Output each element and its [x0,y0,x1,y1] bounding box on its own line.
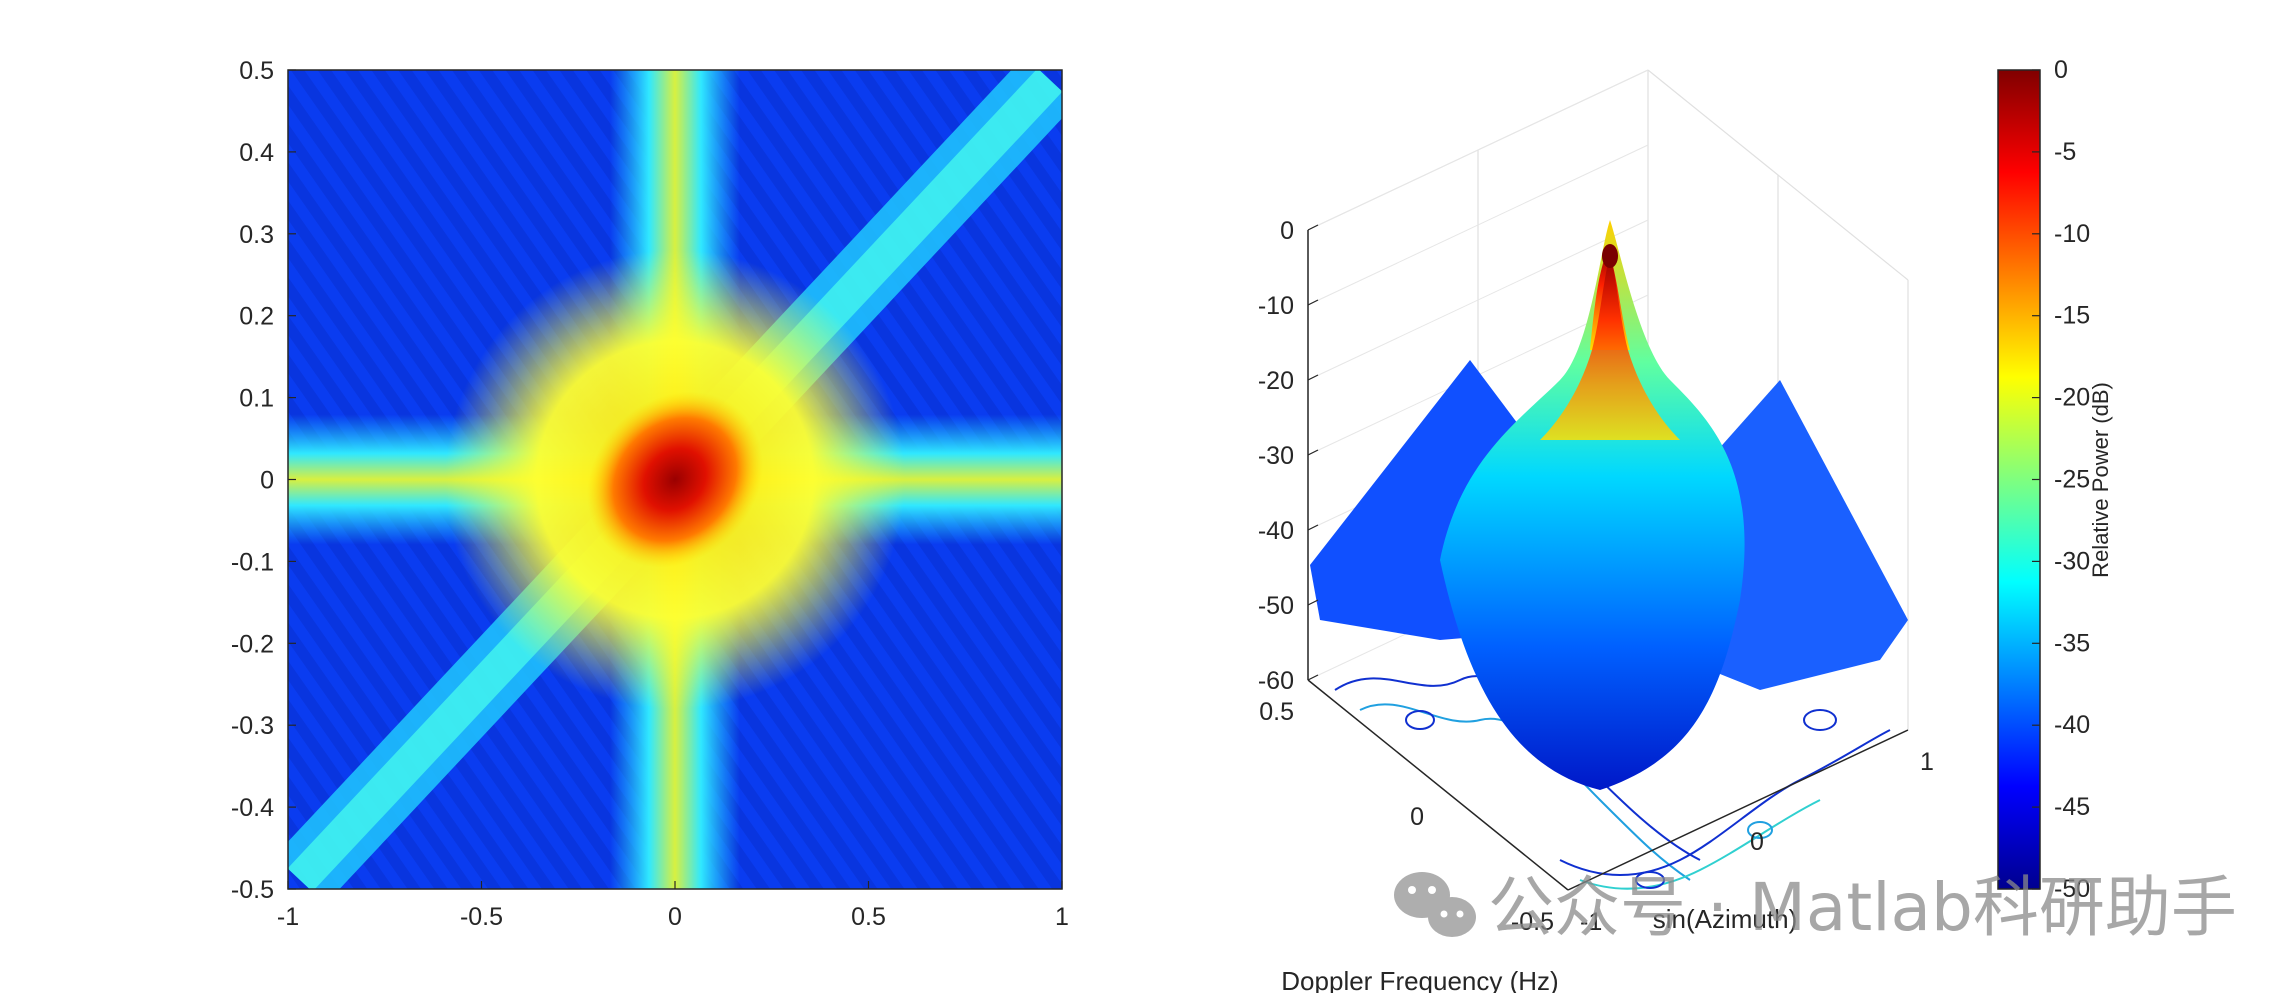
surface-y-tick-label: -0.5 [1511,908,1554,936]
colorbar: 0 -5 -10 -15 -20 -25 -30 -35 -40 -45 -50 Relative … [1997,56,2113,903]
z-tick-label: -60 [1258,667,1294,695]
surface-ylabel: Doppler Frequency (Hz) [1281,966,1558,993]
heatmap-x-tick-label: 0 [668,903,682,931]
surface-xlabel: sin(Azimuth) [1653,904,1797,934]
colorbar-tick-label: -45 [2054,793,2090,821]
heatmap-x-tick-label: 1 [1055,903,1069,931]
z-tick-mark [1307,449,1319,456]
heatmap-y-ticks: 0.5 0.4 0.3 0.2 0.1 0 -0.1 -0.2 -0.3 -0.4 -0.5 [231,57,296,904]
z-tick-mark [1307,524,1319,531]
surface-z-ticks: 0 -10 -20 -30 -40 -50 -60 [1258,217,1319,695]
z-tick-mark [1307,374,1319,381]
surface-body [1440,220,1745,790]
watermark-text: 公众号 · Matlab科研助手 [1488,869,2237,946]
z-tick-label: -50 [1258,592,1294,620]
z-gridline [1307,144,1649,306]
z-tick-mark [1307,599,1319,606]
z-tick-label: -20 [1258,367,1294,395]
surface-x-tick-label: 1 [1920,748,1934,776]
heatmap-x-tick-label: 0.5 [851,903,886,931]
heatmap-y-tick-label: -0.5 [231,876,274,904]
heatmap-x-ticks: -1 -0.5 0 0.5 1 [277,881,1069,931]
heatmap-y-tick-label: 0.3 [239,221,274,249]
colorbar-tick-label: 0 [2054,56,2068,84]
heatmap-y-tick-label: -0.2 [231,630,274,658]
z-tick-label: -30 [1258,442,1294,470]
heatmap-y-tick-label: 0.4 [239,139,274,167]
heatmap-panel: -1 -0.5 0 0.5 1 0.50.40.30.20.10-0.1-0.2-0.3… [231,57,1069,931]
heatmap-y-tick-label: -0.3 [231,712,274,740]
colorbar-tick-label: -35 [2054,629,2090,657]
z-tick-mark [1307,674,1319,681]
heatmap-y-tick-label: -0.4 [231,794,274,822]
surface-x-tick-label: 0 [1750,828,1764,856]
surface-y-ticks: 0.5 0 -0.5 [1259,698,1554,936]
heatmap-y-tick-label: 0.2 [239,303,274,331]
z-gridline [1307,69,1649,231]
surface-y-tick-label: 0 [1410,803,1424,831]
colorbar-label: Relative Power (dB) [2088,382,2113,578]
z-tick-label: -10 [1258,292,1294,320]
z-tick-mark [1307,224,1319,231]
colorbar-tick-label: -40 [2054,711,2090,739]
heatmap-peak [587,391,763,568]
heatmap-y-tick-label: 0.5 [239,57,274,85]
surface-x-ticks: -1 0 1 [1580,748,1934,936]
z-gridline [1307,219,1649,381]
heatmap-x-tick-label: -0.5 [460,903,503,931]
colorbar-ticks: 0 -5 -10 -15 -20 -25 -30 -35 -40 -45 -50 [2032,56,2090,903]
colorbar-tick-label: -5 [2054,138,2076,166]
colorbar-tick-label: -15 [2054,302,2090,330]
watermark: 公众号 · Matlab科研助手 [1394,869,2237,946]
heatmap-y-tick-label: 0 [260,467,274,495]
colorbar-tick-label: -50 [2054,875,2090,903]
wechat-icon [1394,872,1476,937]
heatmap-y-tick-label: 0.1 [239,385,274,413]
surface-y-tick-label: 0.5 [1259,698,1294,726]
surface-panel: 0-10-20-30-40-50-60 0.50-0.5 -101 sin(Az… [1258,69,1934,993]
z-tick-label: -40 [1258,517,1294,545]
heatmap-y-tick-label: -0.1 [231,548,274,576]
z-tick-mark [1307,299,1319,306]
colorbar-tick-label: -20 [2054,384,2090,412]
colorbar-tick-label: -10 [2054,220,2090,248]
colorbar-tick-label: -30 [2054,547,2090,575]
colorbar-tick-label: -25 [2054,466,2090,494]
heatmap-x-tick-label: -1 [277,903,299,931]
z-tick-label: 0 [1280,217,1294,245]
surface-x-tick-label: -1 [1580,908,1602,936]
